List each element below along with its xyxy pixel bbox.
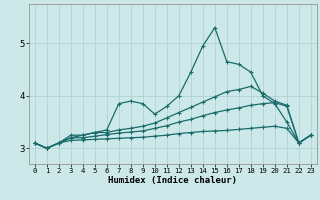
X-axis label: Humidex (Indice chaleur): Humidex (Indice chaleur) [108,176,237,185]
